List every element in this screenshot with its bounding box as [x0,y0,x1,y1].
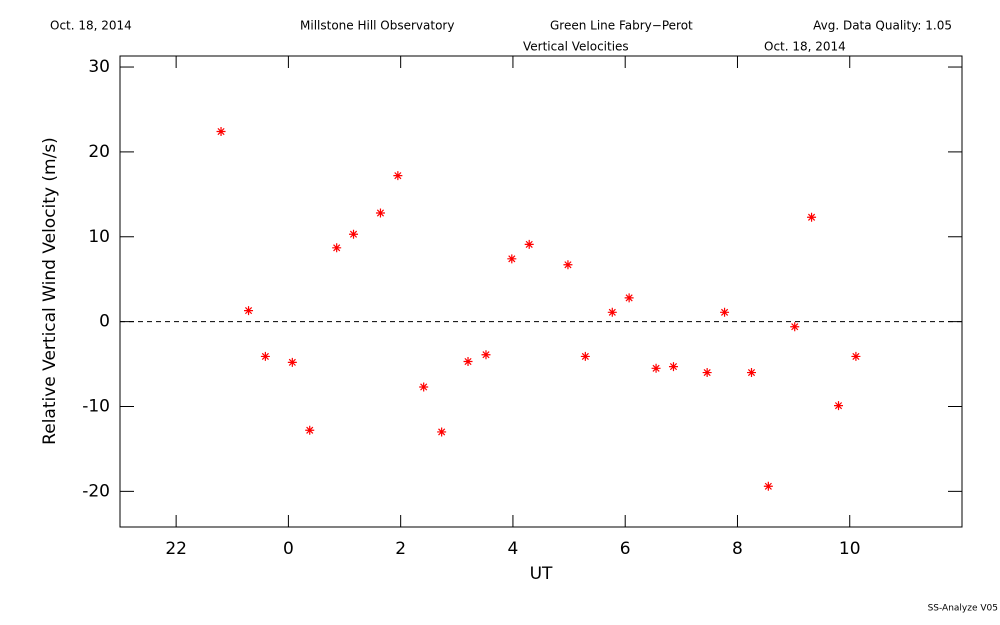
x-tick-label: 6 [620,539,631,559]
x-tick-label: 10 [839,539,861,559]
data-point [763,481,773,491]
footer: SS-Analyze V05 [928,604,998,614]
plot-frame [119,55,963,528]
data-point [790,322,800,332]
data-point [244,306,254,316]
y-tick-label: 0 [99,312,110,332]
x-tick-label: 4 [508,539,519,559]
data-point [651,363,661,373]
data-point [624,293,634,303]
x-tick-label: 2 [395,539,406,559]
data-point [375,208,385,218]
data-point [287,357,297,367]
data-point [437,427,447,437]
x-axis-label: UT [530,564,553,584]
data-point [668,362,678,372]
data-point [463,357,473,367]
y-tick-label: -10 [82,396,110,416]
x-tick-label: 0 [283,539,294,559]
data-point [419,382,429,392]
data-point [720,307,730,317]
data-point [607,307,617,317]
y-tick-label: 30 [88,57,110,77]
data-point [702,368,712,378]
header-observatory: Millstone Hill Observatory [300,19,454,33]
data-point [807,212,817,222]
chart-title: Vertical Velocities [523,40,629,54]
x-tick-label: 8 [732,539,743,559]
data-point [851,351,861,361]
data-point [260,351,270,361]
header-instrument: Green Line Fabry−Perot [550,19,693,33]
x-tick-label: 22 [165,539,187,559]
header-quality: Avg. Data Quality: 1.05 [813,19,952,33]
y-tick-label: 10 [88,227,110,247]
y-tick-label: -20 [82,481,110,501]
data-point [563,260,573,270]
data-point [834,401,844,411]
data-point [507,254,517,264]
header-date: Oct. 18, 2014 [50,19,132,33]
y-tick-label: 20 [88,142,110,162]
data-point [216,127,226,137]
data-point [349,229,359,239]
data-point [524,239,534,249]
data-point [332,243,342,253]
data-point [393,171,403,181]
y-axis-label: Relative Vertical Wind Velocity (m/s) [40,137,60,445]
data-point [747,368,756,378]
data-point [305,425,315,435]
chart-subtitle: Oct. 18, 2014 [764,40,846,54]
data-point [580,351,590,361]
data-point [481,350,491,360]
